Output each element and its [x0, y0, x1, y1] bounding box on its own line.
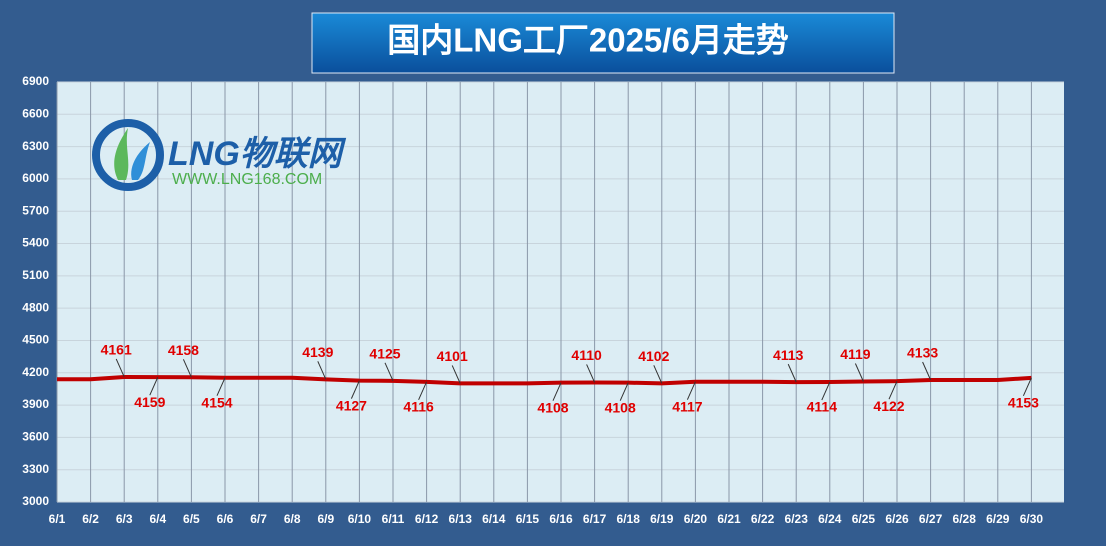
x-tick-label: 6/1 [49, 512, 66, 526]
leader-line [115, 358, 125, 378]
x-tick-label: 6/15 [516, 512, 540, 526]
x-tick-label: 6/10 [348, 512, 372, 526]
x-tick-label: 6/18 [617, 512, 641, 526]
value-label: 4101 [437, 348, 468, 364]
y-tick-label: 6900 [22, 74, 49, 88]
x-tick-label: 6/6 [217, 512, 234, 526]
value-label: 4122 [873, 398, 904, 414]
value-label: 4158 [168, 342, 199, 358]
y-tick-label: 6000 [22, 171, 49, 185]
leader-line [350, 380, 360, 399]
value-label: 4161 [101, 342, 132, 358]
value-label: 4127 [336, 397, 367, 413]
leader-line [619, 382, 629, 401]
y-tick-label: 6600 [22, 106, 49, 120]
x-tick-label: 6/8 [284, 512, 301, 526]
x-tick-label: 6/29 [986, 512, 1010, 526]
x-tick-label: 6/26 [885, 512, 909, 526]
logo: LNG物联网 WWW.LNG168.COM [92, 119, 347, 191]
leader-line [418, 381, 428, 401]
value-label: 4108 [537, 399, 568, 415]
x-tick-label: 6/25 [852, 512, 876, 526]
leader-line [922, 361, 932, 381]
value-label: 4153 [1008, 395, 1039, 411]
x-tick-label: 6/30 [1020, 512, 1044, 526]
x-tick-label: 6/13 [449, 512, 473, 526]
y-tick-label: 3900 [22, 397, 49, 411]
x-tick-label: 6/28 [953, 512, 977, 526]
x-tick-label: 6/21 [717, 512, 741, 526]
value-label: 4133 [907, 345, 938, 361]
grid [56, 81, 1064, 503]
series-line [57, 374, 1032, 386]
x-tick-label: 6/27 [919, 512, 943, 526]
leader-line [787, 363, 797, 383]
x-tick-label: 6/23 [785, 512, 809, 526]
leader-line [586, 364, 596, 383]
value-label: 4139 [302, 344, 333, 360]
x-tick-label: 6/9 [317, 512, 334, 526]
y-tick-label: 4800 [22, 300, 49, 314]
y-tick-label: 3600 [22, 430, 49, 444]
value-label: 4125 [369, 346, 400, 362]
x-tick-label: 6/2 [82, 512, 99, 526]
leader-line [653, 365, 663, 384]
x-tick-label: 6/3 [116, 512, 133, 526]
logo-ring [92, 119, 164, 191]
value-label: 4113 [773, 347, 804, 363]
logo-url: WWW.LNG168.COM [172, 171, 322, 188]
leader-line [552, 382, 562, 401]
leader-line [686, 381, 696, 400]
leader-line [888, 380, 898, 400]
x-tick-label: 6/11 [382, 512, 405, 526]
y-tick-label: 3300 [22, 462, 49, 476]
leader-line [384, 362, 394, 382]
x-tick-label: 6/17 [583, 512, 607, 526]
leader-line [182, 359, 192, 378]
value-label: 4116 [403, 399, 434, 415]
x-tick-label: 6/24 [818, 512, 842, 526]
y-tick-label: 5700 [22, 203, 49, 217]
leader-line [149, 376, 159, 396]
value-label: 4102 [638, 348, 669, 364]
leader-line [854, 363, 864, 382]
value-label: 4108 [605, 399, 636, 415]
chart-title: 国内LNG工厂2025/6月走势 [387, 22, 789, 59]
title-box [311, 12, 895, 74]
x-tick-label: 6/4 [149, 512, 166, 526]
x-tick-label: 6/19 [650, 512, 674, 526]
value-label: 4114 [807, 399, 838, 415]
x-tick-label: 6/5 [183, 512, 200, 526]
y-tick-label: 4200 [22, 365, 49, 379]
logo-leaf [114, 128, 129, 180]
y-tick-label: 5100 [22, 268, 49, 282]
y-tick-label: 4500 [22, 333, 49, 347]
x-tick-label: 6/16 [549, 512, 573, 526]
x-tick-label: 6/20 [684, 512, 708, 526]
value-label: 4119 [840, 346, 871, 362]
y-tick-label: 5400 [22, 236, 49, 250]
value-label: 4117 [672, 398, 703, 414]
x-tick-label: 6/22 [751, 512, 775, 526]
x-tick-label: 6/14 [482, 512, 506, 526]
value-label: 4159 [134, 394, 165, 410]
leader-line [451, 365, 461, 384]
leader-line [821, 381, 831, 401]
leader-line [317, 361, 327, 380]
value-label: 4110 [571, 347, 602, 363]
leader-line [1022, 377, 1032, 397]
logo-leaf [131, 142, 150, 180]
value-label: 4154 [201, 394, 232, 410]
x-tick-label: 6/7 [250, 512, 267, 526]
y-tick-label: 6300 [22, 139, 49, 153]
leader-line [216, 377, 226, 396]
y-tick-label: 3000 [22, 494, 49, 508]
logo-name: LNG物联网 [168, 135, 347, 173]
x-tick-label: 6/12 [415, 512, 439, 526]
